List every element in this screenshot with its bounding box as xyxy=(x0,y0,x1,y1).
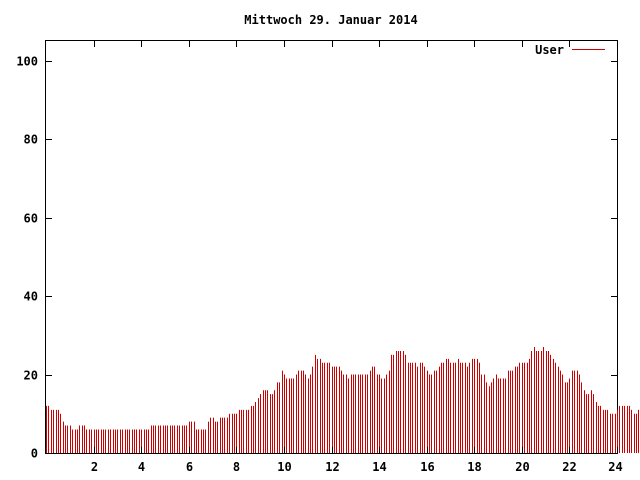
y-tick-label: 60 xyxy=(24,212,38,226)
x-tick-label: 12 xyxy=(325,460,339,474)
x-axis: 2 4 6 8 10 12 14 16 18 20 22 24 xyxy=(91,41,623,474)
plot-frame xyxy=(45,40,618,454)
y-tick-label: 40 xyxy=(24,290,38,304)
x-tick-label: 10 xyxy=(277,460,291,474)
x-tick-label: 20 xyxy=(515,460,529,474)
x-tick-label: 18 xyxy=(467,460,481,474)
bars-group xyxy=(46,347,639,453)
x-tick-label: 8 xyxy=(233,460,240,474)
x-tick-label: 2 xyxy=(91,460,98,474)
y-axis: 0 20 40 60 80 100 xyxy=(16,55,617,461)
x-tick-label: 16 xyxy=(420,460,434,474)
x-tick-label: 6 xyxy=(186,460,193,474)
x-tick-label: 14 xyxy=(372,460,386,474)
x-tick-label: 22 xyxy=(562,460,576,474)
y-tick-label: 80 xyxy=(24,133,38,147)
y-tick-label: 100 xyxy=(16,55,38,69)
y-tick-label: 0 xyxy=(31,447,38,461)
y-tick-label: 20 xyxy=(24,369,38,383)
x-tick-label: 4 xyxy=(138,460,145,474)
chart-title: Mittwoch 29. Januar 2014 xyxy=(244,13,417,27)
legend: User xyxy=(535,43,605,57)
x-tick-label: 24 xyxy=(608,460,622,474)
legend-label: User xyxy=(535,43,564,57)
